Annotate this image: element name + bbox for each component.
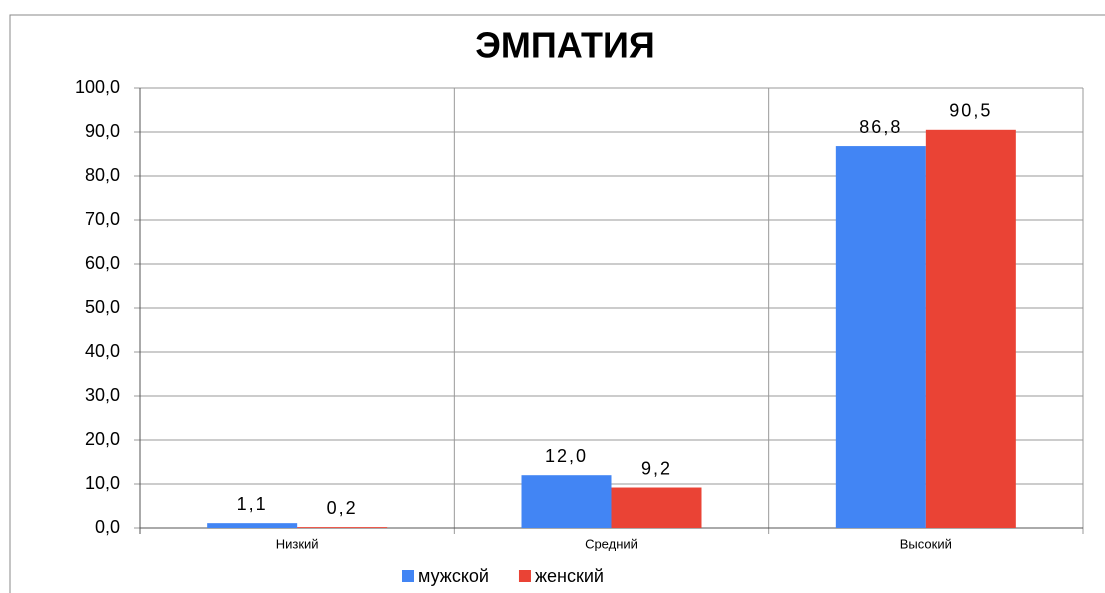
legend-swatch: [518, 570, 531, 582]
value-label: 12,0: [545, 446, 588, 466]
bar: [207, 523, 298, 528]
bar: [835, 146, 926, 528]
value-label: 90,5: [949, 101, 992, 121]
bar: [297, 527, 388, 528]
value-label: 0,2: [327, 498, 358, 518]
x-tick-label: Высокий: [900, 536, 952, 551]
bar: [611, 487, 702, 528]
chart-title: ЭМПАТИЯ: [475, 25, 654, 66]
legend-label: мужской: [418, 566, 489, 586]
y-tick-label: 60,0: [85, 253, 120, 273]
bar: [925, 129, 1016, 529]
y-tick-label: 90,0: [85, 121, 120, 141]
y-tick-label: 40,0: [85, 341, 120, 361]
y-tick-label: 70,0: [85, 209, 120, 229]
bar: [521, 475, 612, 528]
x-tick-label: Низкий: [276, 536, 319, 551]
legend-swatch: [402, 570, 414, 582]
y-tick-label: 100,0: [75, 77, 120, 97]
y-tick-label: 50,0: [85, 297, 120, 317]
x-tick-label: Средний: [585, 536, 638, 551]
y-tick-label: 30,0: [85, 385, 120, 405]
y-tick-label: 10,0: [85, 473, 120, 493]
y-tick-label: 20,0: [85, 429, 120, 449]
value-label: 9,2: [641, 458, 672, 478]
value-label: 1,1: [237, 494, 268, 514]
y-tick-label: 0,0: [95, 517, 120, 537]
chart-frame: [9, 14, 1105, 593]
value-label: 86,8: [859, 117, 902, 137]
y-tick-label: 80,0: [85, 165, 120, 185]
legend-label: женский: [535, 566, 604, 586]
